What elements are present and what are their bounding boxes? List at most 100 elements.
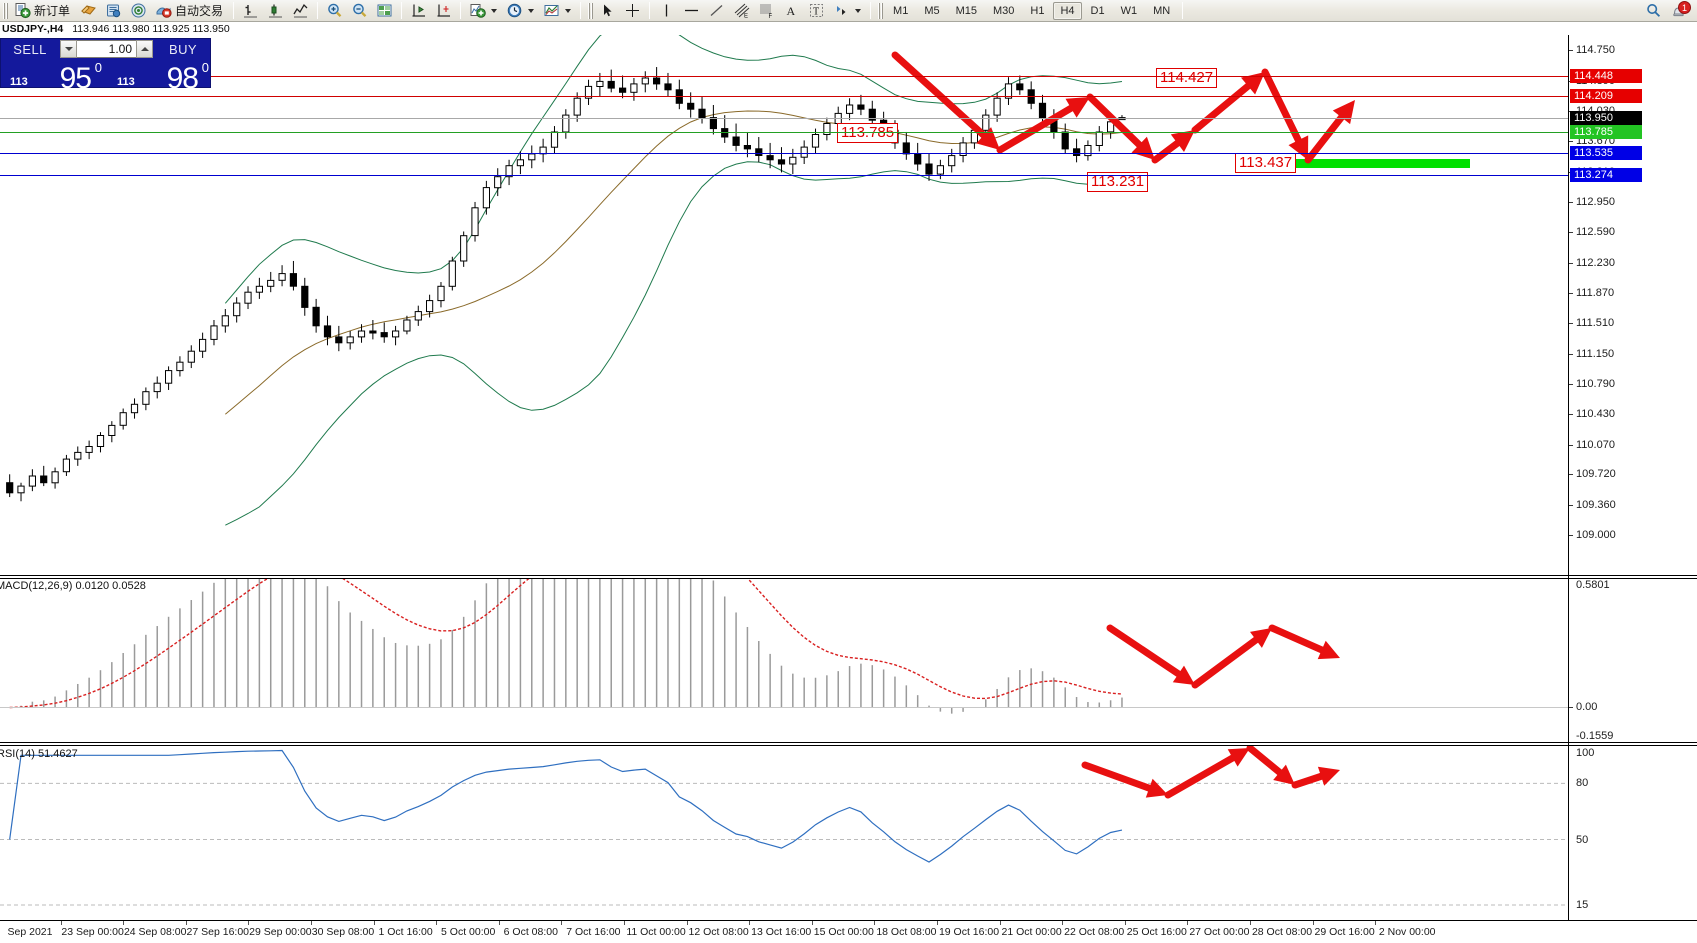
fibonacci-button[interactable]: F	[754, 1, 779, 21]
templates-dropdown-arrow[interactable]	[563, 2, 572, 19]
forecast-arrow-shaft[interactable]	[891, 51, 992, 143]
price-tag-support[interactable]: 113.535	[1570, 145, 1642, 160]
timeframe-w1[interactable]: W1	[1120, 4, 1138, 17]
forecast-arrow-shaft[interactable]	[1304, 109, 1349, 164]
forecast-arrow-head[interactable]	[1317, 766, 1340, 786]
text-label-button[interactable]: A	[779, 1, 804, 21]
forecast-arrow-head[interactable]	[1241, 72, 1265, 95]
trendline-button[interactable]	[704, 1, 729, 21]
price-tag-support[interactable]: 113.274	[1570, 167, 1642, 182]
forecast-arrow-head[interactable]	[1227, 748, 1250, 767]
indicators-button[interactable]	[465, 1, 502, 21]
volume-increase-button[interactable]	[136, 40, 153, 58]
price-tag-support[interactable]: 113.785	[1570, 124, 1642, 139]
price-annotation-label[interactable]: 113.785	[837, 123, 899, 143]
timeframe-m30[interactable]: M30	[993, 4, 1015, 17]
forecast-arrow-head[interactable]	[1170, 130, 1195, 152]
price-annotation-label[interactable]: 113.231	[1087, 172, 1149, 192]
forecast-arrow-shaft[interactable]	[1151, 136, 1186, 164]
indicators-dropdown-arrow[interactable]	[489, 2, 498, 19]
zoom-in-button[interactable]	[322, 1, 347, 21]
timeframe-m1[interactable]: M1	[893, 4, 909, 17]
forecast-arrow-shaft[interactable]	[1164, 751, 1241, 799]
timeframe-grip[interactable]	[878, 2, 884, 19]
timeframe-mn[interactable]: MN	[1153, 4, 1171, 17]
sell-button-label[interactable]: SELL	[13, 41, 47, 57]
volume-decrease-button[interactable]	[60, 40, 77, 58]
period-button[interactable]	[502, 1, 539, 21]
news-button[interactable]	[101, 1, 126, 21]
zoom-out-button[interactable]	[347, 1, 372, 21]
price-tag-resistance[interactable]: 114.209	[1570, 88, 1642, 103]
price-level-line[interactable]	[0, 174, 1568, 176]
tile-windows-button[interactable]	[372, 1, 397, 21]
macd-panel[interactable]	[0, 579, 1568, 742]
forecast-arrow-head[interactable]	[1288, 135, 1309, 160]
price-level-line[interactable]	[0, 152, 1568, 154]
forecast-arrow-shaft[interactable]	[1191, 79, 1256, 134]
price-level-line[interactable]	[0, 131, 1568, 133]
search-button[interactable]	[1641, 1, 1666, 21]
price-tag-current-price[interactable]: 113.950	[1570, 110, 1642, 125]
signals-button[interactable]	[126, 1, 151, 21]
forecast-arrow-shaft[interactable]	[1261, 68, 1305, 149]
equidistant-channel-button[interactable]: E	[729, 1, 754, 21]
rsi-panel[interactable]	[0, 746, 1568, 920]
templates-button[interactable]	[539, 1, 576, 21]
crosshair-button[interactable]	[620, 1, 645, 21]
timeframe-h4[interactable]: H4	[1053, 1, 1082, 20]
forecast-arrow-shaft[interactable]	[1191, 633, 1264, 689]
bar-chart-button[interactable]	[238, 1, 263, 21]
candlestick-chart-button[interactable]	[263, 1, 288, 21]
new-order-button[interactable]: 新订单	[10, 1, 76, 21]
tools-grip[interactable]	[588, 2, 594, 19]
forecast-arrow-shaft[interactable]	[1291, 771, 1330, 789]
buy-button-label[interactable]: BUY	[169, 41, 197, 57]
one-click-trading-panel[interactable]: SELL 1.00 BUY 113 95 0 113 98 0	[0, 38, 212, 94]
price-level-line[interactable]	[0, 117, 1568, 119]
auto-trading-button[interactable]: 自动交易	[151, 1, 229, 21]
volume-input[interactable]: 1.00	[77, 40, 136, 58]
green-support-zone[interactable]	[1270, 159, 1470, 168]
cursor-button[interactable]	[595, 1, 620, 21]
horizontal-line-button[interactable]	[679, 1, 704, 21]
text-box-button[interactable]: T	[804, 1, 829, 21]
chart-drawings-layer[interactable]	[0, 35, 1568, 535]
vertical-line-button[interactable]	[654, 1, 679, 21]
forecast-arrow-shaft[interactable]	[1086, 93, 1147, 153]
price-level-line[interactable]	[0, 75, 1568, 77]
forecast-arrow-shaft[interactable]	[1106, 624, 1187, 681]
forecast-arrow-head[interactable]	[1145, 778, 1168, 798]
volume-stepper[interactable]: 1.00	[59, 39, 154, 59]
price-annotation-label[interactable]: 113.437	[1235, 153, 1297, 173]
forecast-arrow-shaft[interactable]	[1081, 761, 1158, 794]
forecast-arrow-head[interactable]	[976, 127, 1000, 150]
timeframe-h1[interactable]: H1	[1030, 4, 1045, 17]
price-scale[interactable]: 114.750114.390114.030113.670113.310112.9…	[1568, 35, 1697, 920]
notification-button[interactable]: 1	[1666, 0, 1691, 21]
price-annotation-label[interactable]: 114.427	[1156, 68, 1218, 88]
forecast-arrow-head[interactable]	[1065, 97, 1091, 118]
forecast-arrow-shaft[interactable]	[1268, 624, 1330, 656]
forecast-arrow-shaft[interactable]	[1246, 746, 1287, 779]
line-chart-button[interactable]	[288, 1, 313, 21]
auto-scroll-button[interactable]	[431, 1, 456, 21]
chart-shift-button[interactable]	[406, 1, 431, 21]
buy-price-button[interactable]: 113 98 0	[108, 59, 212, 94]
timeframe-d1[interactable]: D1	[1090, 4, 1105, 17]
forecast-arrow-head[interactable]	[1172, 665, 1195, 685]
time-scale[interactable]: Sep 2021 23 Sep 00:00 24 Sep 08:00 27 Sep 1…	[0, 920, 1697, 943]
price-tag-resistance[interactable]: 114.448	[1570, 68, 1642, 83]
price-level-line[interactable]	[0, 95, 1568, 97]
timeframe-m5[interactable]: M5	[924, 4, 940, 17]
shapes-button[interactable]	[829, 1, 866, 21]
forecast-arrow-head[interactable]	[1273, 764, 1295, 785]
toolbar-grip[interactable]	[3, 2, 8, 19]
forecast-arrow-shaft[interactable]	[996, 101, 1080, 154]
shapes-dropdown-arrow[interactable]	[853, 2, 862, 19]
forecast-arrow-head[interactable]	[1317, 640, 1340, 660]
timeframe-m15[interactable]: M15	[955, 4, 977, 17]
forecast-arrow-head[interactable]	[1250, 628, 1272, 648]
period-dropdown-arrow[interactable]	[526, 2, 535, 19]
profile-button[interactable]	[76, 1, 101, 21]
